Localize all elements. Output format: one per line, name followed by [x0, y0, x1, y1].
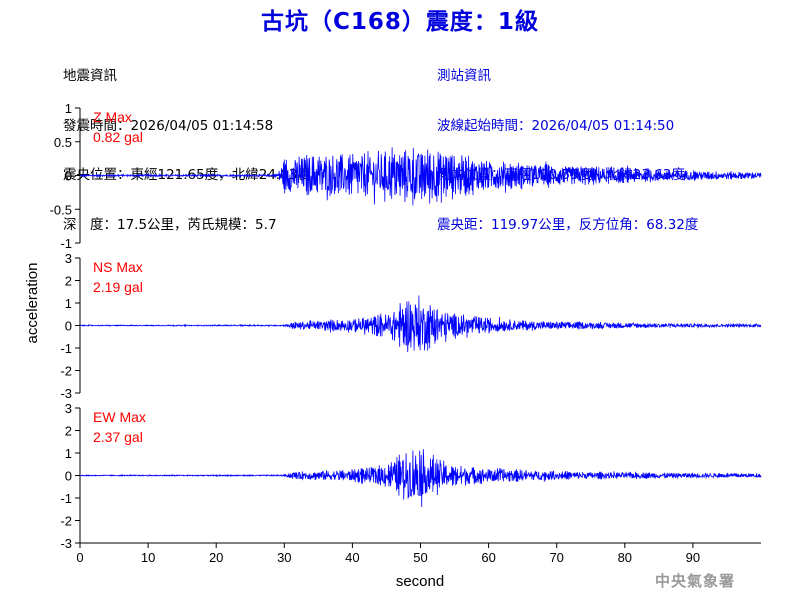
y-tick-label: -3 — [60, 536, 72, 551]
waveform-ns — [79, 295, 762, 353]
x-tick-label: 30 — [277, 550, 291, 565]
page-title: 古坑（C168）震度：1級 — [261, 9, 539, 35]
y-tick-label: 3 — [65, 401, 72, 416]
quake-depth-magnitude: 深 度：17.5公里，芮氏規模：5.7 — [63, 216, 277, 233]
x-tick-label: 50 — [413, 550, 427, 565]
panel-max-label-ns: NS Max — [93, 259, 143, 275]
waveform-z — [79, 147, 762, 206]
y-axis-title: acceleration — [24, 263, 41, 344]
panel-max-value-ew: 2.37 gal — [93, 429, 143, 445]
y-tick-label: 0 — [65, 469, 72, 484]
y-tick-label: -1 — [60, 236, 72, 251]
panel-max-value-z: 0.82 gal — [93, 129, 143, 145]
y-tick-label: 2 — [65, 424, 72, 439]
y-tick-label: -2 — [60, 364, 72, 379]
y-tick-label: -2 — [60, 514, 72, 529]
x-tick-label: 0 — [76, 550, 83, 565]
panel-max-label-z: Z Max — [93, 109, 132, 125]
panel-max-label-ew: EW Max — [93, 409, 146, 425]
y-tick-label: 0 — [65, 319, 72, 334]
y-tick-label: 2 — [65, 274, 72, 289]
x-tick-label: 70 — [549, 550, 563, 565]
y-tick-label: 0.5 — [54, 135, 72, 150]
wave-start-time: 波線起始時間：2026/04/05 01:14:50 — [437, 117, 675, 134]
y-tick-label: -1 — [60, 341, 72, 356]
x-axis-title: second — [396, 573, 444, 590]
x-tick-label: 10 — [141, 550, 155, 565]
quake-time: 發震時間：2026/04/05 01:14:58 — [63, 117, 274, 134]
epicentral-distance: 震央距：119.97公里，反方位角：68.32度 — [437, 216, 699, 233]
station-info-header: 測站資訊 — [437, 68, 491, 84]
quake-info: 地震資訊 發震時間：2026/04/05 01:14:58 震央位置：東經121… — [63, 35, 311, 250]
y-tick-label: 1 — [65, 446, 72, 461]
y-tick-label: 3 — [65, 251, 72, 266]
x-tick-label: 80 — [618, 550, 632, 565]
y-tick-label: -0.5 — [50, 202, 72, 217]
quake-info-header: 地震資訊 — [63, 68, 117, 84]
y-tick-label: -1 — [60, 491, 72, 506]
panel-max-value-ns: 2.19 gal — [93, 279, 143, 295]
y-tick-label: 1 — [65, 296, 72, 311]
agency-watermark: 中央氣象署 — [655, 572, 736, 590]
y-tick-label: -3 — [60, 386, 72, 401]
x-tick-label: 40 — [345, 550, 359, 565]
x-tick-label: 20 — [209, 550, 223, 565]
y-tick-label: 1 — [65, 101, 72, 116]
x-tick-label: 90 — [686, 550, 700, 565]
waveform-ew — [79, 449, 762, 508]
x-tick-label: 60 — [481, 550, 495, 565]
y-tick-label: 0 — [65, 169, 72, 184]
